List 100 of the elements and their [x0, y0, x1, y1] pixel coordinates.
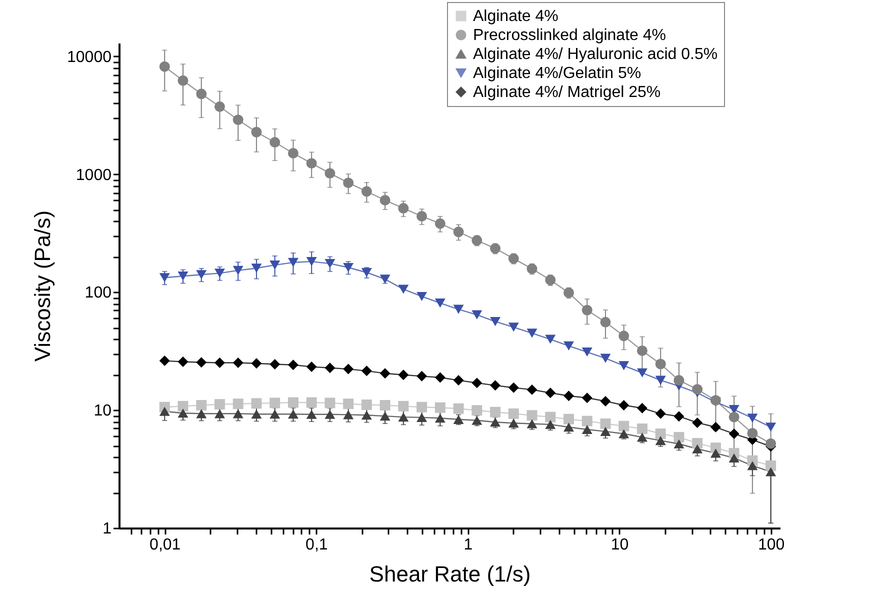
point [398, 203, 409, 214]
point [196, 409, 207, 418]
point [636, 402, 648, 414]
point [655, 428, 666, 440]
point [472, 235, 482, 246]
point [343, 398, 354, 410]
point [324, 362, 336, 374]
point [306, 397, 317, 408]
point [490, 418, 501, 427]
point [490, 243, 501, 254]
point [324, 259, 336, 268]
point [655, 436, 666, 446]
point [618, 361, 630, 370]
point [434, 218, 446, 229]
point [398, 412, 409, 422]
legend-label: Alginate 4%/ Matrigel 25% [473, 84, 661, 101]
point [655, 376, 666, 385]
point [618, 400, 630, 410]
point [270, 137, 280, 148]
point [416, 292, 428, 302]
point [159, 273, 170, 282]
point [159, 406, 170, 416]
point [453, 414, 464, 424]
point [178, 356, 188, 368]
point [324, 410, 336, 419]
point [636, 432, 648, 442]
point [582, 347, 592, 357]
x-axis-title: Shear Rate (1/s) [369, 562, 531, 586]
point [766, 460, 776, 471]
point [251, 126, 262, 138]
y-tick-label: 1000 [76, 166, 112, 184]
point [288, 258, 298, 267]
point [251, 410, 262, 419]
x-tick-label: 0,01 [150, 536, 181, 554]
point [159, 356, 170, 366]
point [270, 398, 280, 408]
point [306, 362, 317, 372]
point [508, 408, 519, 419]
point [564, 341, 574, 351]
point [288, 410, 298, 419]
point [306, 158, 317, 169]
point [618, 429, 630, 438]
point [545, 388, 556, 398]
point [380, 368, 390, 379]
point [343, 262, 354, 272]
point [526, 419, 538, 428]
point [380, 194, 390, 206]
point [564, 422, 574, 432]
point [600, 316, 611, 328]
point [232, 114, 244, 126]
point [178, 400, 188, 412]
point [196, 270, 207, 280]
point [196, 400, 207, 410]
point [232, 358, 244, 368]
point [564, 414, 574, 424]
point [343, 364, 354, 374]
point [270, 260, 280, 270]
point [306, 410, 317, 419]
point [508, 382, 519, 393]
point [674, 432, 684, 442]
point [214, 358, 225, 368]
point [674, 439, 684, 448]
legend-label: Precrosslinked alginate 4% [473, 27, 666, 44]
point [692, 417, 703, 428]
point [766, 422, 776, 432]
point [508, 253, 519, 264]
point [270, 410, 280, 419]
point [692, 444, 703, 454]
point [398, 400, 409, 412]
x-tick-label: 10 [610, 536, 629, 554]
point [747, 414, 758, 423]
point [306, 257, 317, 266]
point [710, 448, 721, 458]
point [710, 395, 721, 406]
point [728, 412, 740, 422]
point [582, 416, 592, 426]
x-tick-label: 1 [464, 536, 473, 554]
point [545, 274, 556, 286]
point [453, 375, 464, 386]
point [747, 461, 758, 470]
point [214, 399, 225, 410]
point [728, 428, 740, 440]
point [196, 88, 207, 100]
point [490, 317, 501, 326]
point [324, 398, 336, 408]
point [674, 375, 684, 386]
y-axis-title: Viscosity (Pa/s) [30, 210, 56, 362]
point [324, 168, 336, 179]
point [636, 345, 648, 356]
point [380, 274, 390, 284]
point [214, 409, 225, 418]
point [545, 420, 556, 429]
point [747, 428, 758, 438]
point [178, 272, 188, 281]
point [655, 358, 666, 370]
point [251, 264, 262, 273]
point [508, 418, 519, 428]
point [692, 438, 703, 448]
point [526, 384, 538, 395]
point [490, 380, 501, 391]
